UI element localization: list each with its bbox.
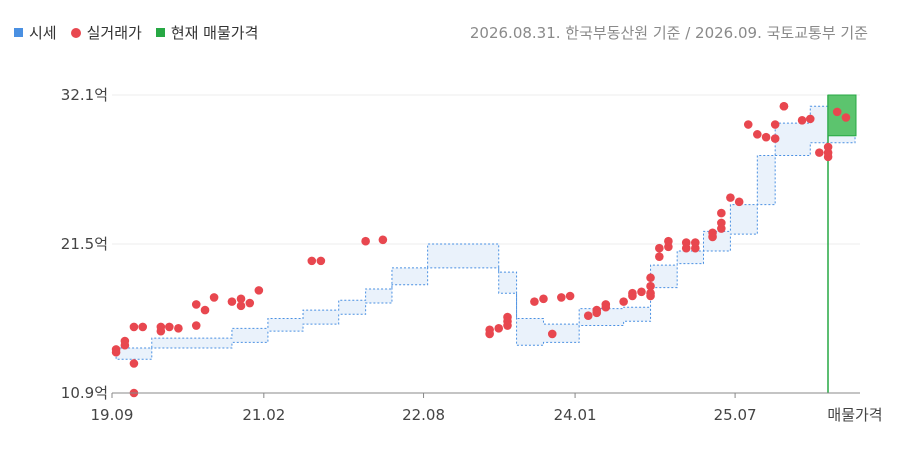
transaction-point — [815, 148, 824, 157]
transaction-point — [637, 287, 646, 297]
transaction-point — [628, 288, 637, 298]
transaction-point — [601, 302, 611, 312]
transaction-point — [655, 252, 664, 261]
legend-item-market[interactable]: 시세 — [14, 22, 57, 43]
transaction-point — [717, 208, 726, 218]
transaction-point — [539, 294, 548, 304]
transaction-point — [191, 321, 201, 330]
transaction-point — [646, 281, 655, 291]
market-price-band — [115, 105, 856, 360]
transaction-point — [120, 336, 130, 346]
transaction-point — [378, 235, 388, 245]
x-tick-label: 24.01 — [554, 406, 597, 424]
transaction-point — [307, 256, 317, 266]
x-tick-label: 19.09 — [91, 406, 134, 424]
legend-item-actual[interactable]: 실거래가 — [70, 22, 142, 43]
transaction-point — [583, 311, 593, 320]
listing-price-range — [827, 94, 857, 137]
transaction-point — [753, 130, 762, 139]
transaction-point — [708, 228, 717, 238]
transaction-point — [761, 132, 771, 142]
transaction-point — [165, 322, 174, 332]
transaction-point — [547, 329, 557, 339]
transaction-point — [316, 256, 326, 266]
transaction-point — [245, 298, 255, 308]
transaction-point — [236, 294, 246, 304]
transaction-point — [743, 120, 753, 129]
transaction-point — [503, 321, 512, 330]
transaction-point — [191, 300, 201, 309]
transaction-point — [832, 107, 842, 117]
transaction-point — [530, 297, 539, 306]
transaction-point — [770, 120, 780, 129]
transaction-point — [485, 325, 494, 335]
x-tick-label: 25.07 — [714, 406, 757, 424]
transaction-point — [823, 142, 833, 152]
transaction-point — [681, 238, 691, 247]
transaction-point — [779, 101, 789, 111]
axis-layer: 10.9억 21.5억 32.1억 19.09 21.02 22.08 24.01 25.07… — [61, 86, 883, 424]
transaction-point — [557, 293, 566, 302]
legend-label-actual: 실거래가 — [86, 24, 142, 42]
listing-axis-label: 매물가격 — [827, 406, 882, 424]
listing-layer — [827, 94, 857, 393]
transaction-point — [227, 297, 237, 306]
transaction-point — [565, 291, 575, 301]
transaction-point — [494, 324, 504, 333]
actual-swatch-icon — [70, 27, 81, 38]
market-band-layer — [115, 105, 856, 360]
transaction-point — [646, 288, 655, 298]
transaction-point — [156, 322, 166, 332]
transaction-point — [619, 297, 628, 306]
chart-legend: 시세 실거래가 현재 매물가격 — [14, 22, 272, 43]
transaction-point — [254, 286, 264, 295]
transaction-point — [138, 322, 148, 332]
transaction-point — [734, 197, 744, 207]
y-tick-label: 32.1억 — [61, 86, 108, 104]
transaction-layer — [111, 101, 851, 398]
market-swatch-icon — [14, 28, 23, 37]
legend-label-listing: 현재 매물가격 — [170, 24, 259, 42]
transaction-point — [592, 305, 602, 315]
listing-swatch-icon — [155, 28, 165, 37]
transaction-point — [129, 359, 139, 368]
transaction-point — [717, 218, 726, 228]
legend-label-market: 시세 — [29, 24, 57, 42]
transaction-point — [841, 113, 851, 122]
transaction-point — [691, 238, 700, 247]
transaction-point — [655, 243, 664, 253]
transaction-point — [236, 301, 246, 311]
transaction-point — [797, 116, 807, 125]
source-note: 2026.08.31. 한국부동산원 기준 / 2026.09. 국토교통부 기… — [469, 24, 868, 42]
transaction-point — [805, 114, 815, 124]
transaction-point — [646, 273, 655, 283]
transaction-point — [726, 193, 735, 202]
transaction-point — [770, 134, 780, 143]
transaction-point — [361, 236, 370, 246]
x-tick-label: 21.02 — [242, 406, 285, 424]
transaction-point — [664, 236, 673, 246]
x-tick-label: 22.08 — [402, 406, 445, 424]
transaction-point — [111, 347, 121, 357]
legend-item-listing[interactable]: 현재 매물가격 — [155, 22, 259, 43]
y-tick-label: 10.9억 — [61, 384, 108, 402]
transaction-point — [129, 322, 139, 332]
y-tick-label: 21.5억 — [61, 235, 108, 253]
transaction-point — [200, 305, 210, 315]
transaction-point — [174, 324, 183, 333]
transaction-point — [209, 293, 219, 302]
